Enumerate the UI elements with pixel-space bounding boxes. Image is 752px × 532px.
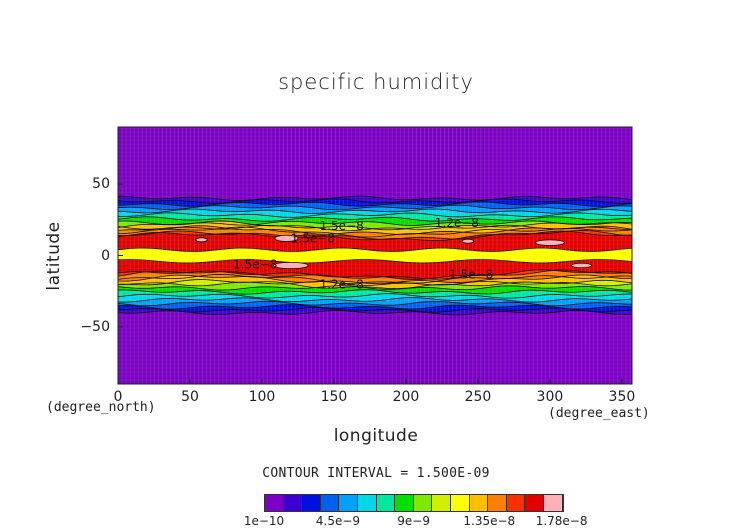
contour-line (118, 204, 632, 307)
colorbar-cell (339, 495, 358, 511)
colorbar-cell (506, 495, 526, 511)
contour-label: 1.5e−8 (449, 267, 493, 281)
contour-line (118, 201, 632, 310)
colorbar-cell (450, 495, 470, 511)
x-tick-label: 100 (248, 389, 276, 405)
colorbar-label: 1e−10 (243, 514, 285, 528)
colorbar-cell (413, 495, 433, 511)
y-tick-label: 50 (92, 176, 110, 193)
contour-interval-text: CONTOUR INTERVAL = 1.500E-09 (262, 466, 490, 481)
x-tick-label: 150 (320, 389, 348, 405)
y-axis-label: latitude (44, 221, 64, 291)
colorbar-cell (525, 495, 544, 511)
y-tick-label: −50 (80, 318, 110, 335)
colorbar (264, 494, 564, 512)
contour-label: 1.2e−8 (320, 277, 364, 291)
colorbar-cell (376, 495, 396, 511)
colorbar-cell (357, 495, 377, 511)
contour-line (118, 225, 632, 285)
contour-label: 1.5e−8 (291, 232, 335, 246)
maximum-patch (195, 237, 208, 243)
contour-line (118, 220, 632, 289)
contour-line (118, 195, 632, 316)
contour-line (118, 220, 632, 291)
maximum-patch (535, 239, 565, 246)
x-tick-label: 0 (113, 389, 123, 405)
x-tick-label: 350 (608, 389, 636, 405)
contour-line (118, 198, 632, 313)
contour-line (118, 216, 632, 295)
colorbar-cell (265, 495, 284, 511)
colorbar-cell (543, 495, 563, 511)
contour-line (118, 212, 632, 299)
colorbar-cell (432, 495, 451, 511)
chart-title: specific humidity (278, 70, 474, 94)
maximum-patch (274, 234, 299, 242)
colorbar-label: 4.5e−9 (315, 514, 361, 528)
colorbar-cell (320, 495, 340, 511)
colorbar-label: 1.35e−8 (463, 514, 516, 528)
colorbar-cell (469, 495, 489, 511)
x-tick-label: 200 (392, 389, 420, 405)
x-tick-label: 50 (181, 389, 199, 405)
contour-line (118, 208, 632, 303)
colorbar-cell (302, 495, 321, 511)
contour-label: 1.2e−8 (435, 216, 479, 230)
maximum-patch (461, 238, 475, 244)
x-axis-label: longitude (333, 426, 419, 446)
maximum-patch (571, 262, 593, 269)
x-axis-unit: (degree_east) (548, 406, 650, 421)
colorbar-cell (395, 495, 414, 511)
colorbar-cell (488, 495, 507, 511)
y-axis-unit: (degree_north) (46, 400, 156, 415)
contour-line (118, 226, 632, 284)
y-tick-label: 0 (101, 247, 110, 264)
contour-label: 1.5e−8 (233, 257, 277, 271)
colorbar-label: 1.78e−8 (535, 514, 588, 528)
colorbar-cell (283, 495, 303, 511)
x-tick-label: 300 (536, 389, 564, 405)
maximum-patch (273, 261, 309, 270)
contour-label: 1.5e−8 (320, 219, 364, 233)
x-tick-label: 250 (464, 389, 492, 405)
colorbar-label: 9e−9 (397, 514, 430, 528)
